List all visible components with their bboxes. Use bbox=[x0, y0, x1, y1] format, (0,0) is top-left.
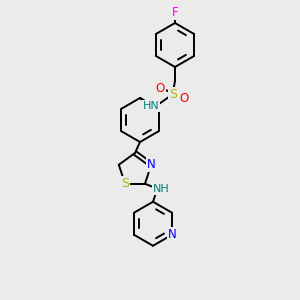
Text: F: F bbox=[172, 7, 178, 20]
Text: S: S bbox=[169, 88, 177, 100]
Text: N: N bbox=[168, 228, 176, 241]
Text: HN: HN bbox=[142, 101, 159, 111]
Text: N: N bbox=[147, 158, 155, 171]
Text: S: S bbox=[121, 177, 129, 190]
Text: O: O bbox=[179, 92, 189, 106]
Text: NH: NH bbox=[153, 184, 169, 194]
Text: O: O bbox=[155, 82, 165, 95]
